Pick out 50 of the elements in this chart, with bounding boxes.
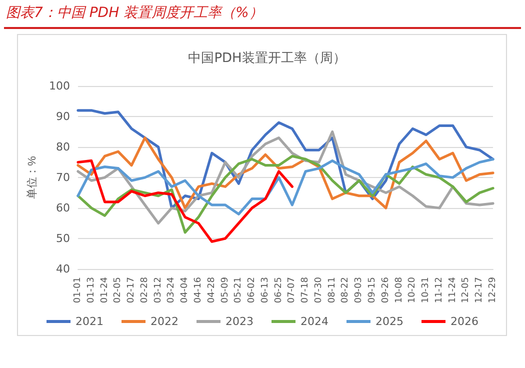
y-tick-label: 80 (56, 140, 70, 154)
line-series (76, 158, 494, 216)
y-tick-label: 50 (56, 232, 70, 245)
x-tick-label: 12-29 (488, 276, 498, 304)
x-tick-label: 01-01 (73, 277, 83, 304)
x-tick-label: 07-07 (287, 277, 298, 304)
x-tick-label: 02-17 (126, 277, 137, 304)
chart-subtitle: 中国PDH装置开工率（周） (188, 50, 346, 66)
legend-label: 2024 (300, 315, 328, 328)
x-tick-label: 06-25 (274, 277, 284, 304)
x-tick-label: 03-24 (166, 276, 177, 304)
x-tick-label: 06-02 (247, 277, 258, 304)
x-tick-label: 04-28 (206, 276, 217, 304)
x-tick-label: 02-05 (113, 277, 124, 304)
x-tick-label: 01-13 (86, 277, 96, 304)
x-tick-label: 04-16 (193, 276, 204, 304)
x-tick-label: 08-11 (327, 277, 338, 304)
legend-label: 2021 (76, 315, 104, 328)
x-tick-label: 02-28 (140, 276, 150, 304)
legend-label: 2023 (226, 315, 254, 328)
chart-title: 图表7：中国 PDH 装置周度开工率（%） (6, 4, 263, 22)
x-tick-label: 08-22 (340, 277, 351, 304)
x-tick-label: 06-13 (260, 277, 270, 304)
x-tick-label: 09-15 (368, 277, 378, 304)
x-tick-label: 09-26 (380, 276, 391, 304)
x-tick-label: 11-12 (434, 277, 444, 304)
legend-label: 2025 (375, 315, 404, 328)
y-axis-title: 单位：% (26, 156, 39, 199)
x-tick-label: 04-04 (180, 276, 190, 304)
x-tick-label: 07-18 (300, 276, 311, 304)
x-tick-label: 10-31 (421, 277, 432, 304)
y-tick-label: 70 (56, 171, 70, 184)
legend-label: 2026 (450, 315, 478, 328)
x-tick-label: 05-21 (234, 277, 244, 304)
y-tick-label: 60 (56, 202, 70, 214)
x-tick-label: 10-20 (408, 276, 418, 304)
y-tick-label: 90 (56, 110, 70, 123)
x-tick-label: 12-05 (461, 277, 472, 304)
x-tick-label: 11-24 (448, 276, 458, 304)
legend-label: 2022 (150, 315, 179, 328)
x-tick-label: 09-03 (354, 277, 364, 304)
line-series (76, 159, 294, 243)
x-tick-label: 10-08 (394, 276, 404, 304)
x-tick-label: 01-24 (100, 276, 110, 304)
x-tick-label: 12-17 (474, 277, 485, 304)
y-tick-label: 100 (49, 80, 70, 92)
y-tick-label: 40 (56, 262, 70, 276)
x-tick-label: 03-12 (153, 277, 164, 304)
x-tick-label: 05-09 (220, 276, 230, 304)
x-tick-label: 07-30 (314, 276, 324, 304)
